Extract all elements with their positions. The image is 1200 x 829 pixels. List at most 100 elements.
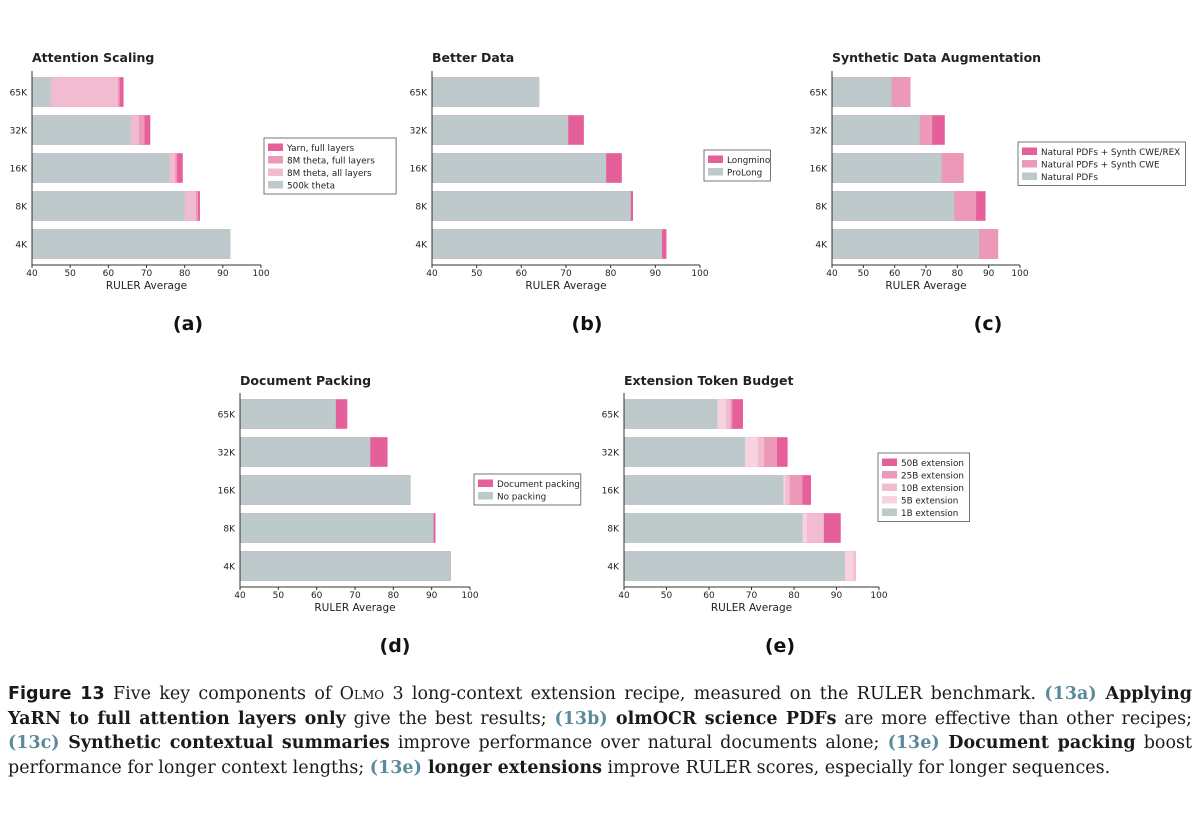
legend-swatch xyxy=(478,492,493,500)
x-tick-label: 100 xyxy=(870,591,887,601)
x-axis-label: RULER Average xyxy=(314,602,395,614)
legend-swatch xyxy=(478,479,493,487)
bar-segment xyxy=(32,191,185,221)
x-tick-label: 90 xyxy=(426,591,438,601)
legend-swatch xyxy=(268,168,283,176)
x-tick-label: 60 xyxy=(889,269,901,279)
x-tick-label: 90 xyxy=(217,269,229,279)
x-tick-label: 50 xyxy=(858,269,870,279)
y-tick-label: 8K xyxy=(607,525,620,535)
panel-label: (d) xyxy=(380,635,411,657)
x-tick-label: 40 xyxy=(826,269,838,279)
x-tick-label: 80 xyxy=(388,591,400,601)
legend-swatch xyxy=(882,483,897,491)
bar-segment xyxy=(624,551,845,581)
chart-legend: Natural PDFs + Synth CWE/REX Natural PDFs… xyxy=(1017,141,1186,186)
legend-box xyxy=(703,149,771,182)
bar-segment xyxy=(432,229,663,259)
y-tick-label: 32K xyxy=(218,449,236,459)
chart-legend: 50B extension 25B extension 10B extension 5… xyxy=(877,452,970,522)
caption-ref-13e-second[interactable]: (13e) xyxy=(369,757,422,778)
y-tick-label: 16K xyxy=(218,487,236,497)
caption-ref-13b[interactable]: (13b) xyxy=(554,708,608,729)
x-tick-label: 50 xyxy=(661,591,673,601)
caption-ref-13a[interactable]: (13a) xyxy=(1044,684,1097,704)
legend-label: 10B extension xyxy=(901,484,964,494)
x-axis-label: RULER Average xyxy=(525,280,606,292)
x-tick-label: 80 xyxy=(788,591,800,601)
x-tick-label: 70 xyxy=(920,269,932,279)
y-tick-label: 16K xyxy=(602,487,620,497)
legend-swatch xyxy=(882,496,897,504)
chart-panel-b: Better Data 65K 32K 16K 8K 4K 40 50 60 70 80 90 100 R… xyxy=(410,50,771,335)
bar-segment xyxy=(240,437,371,467)
x-tick-label: 50 xyxy=(471,269,483,279)
legend-label: 25B extension xyxy=(901,471,964,481)
chart-legend: Yarn, full layers 8M theta, full layers 8M… xyxy=(263,137,397,195)
x-tick-label: 80 xyxy=(605,269,617,279)
chart-title: Document Packing xyxy=(240,373,371,388)
y-tick-label: 65K xyxy=(810,89,828,99)
legend-box xyxy=(263,137,397,195)
y-tick-label: 16K xyxy=(10,165,28,175)
legend-swatch xyxy=(708,168,723,176)
y-tick-label: 32K xyxy=(410,127,428,137)
chart-title: Attention Scaling xyxy=(32,50,154,65)
legend-swatch xyxy=(1022,147,1037,155)
bar-segment xyxy=(432,191,631,221)
y-tick-label: 4K xyxy=(607,563,620,573)
x-tick-label: 100 xyxy=(252,269,269,279)
x-tick-label: 100 xyxy=(691,269,708,279)
bar-segment xyxy=(832,77,892,107)
x-tick-label: 60 xyxy=(516,269,528,279)
bar-segment xyxy=(624,437,746,467)
x-axis-label: RULER Average xyxy=(885,280,966,292)
chart-panel-e: Extension Token Budget 65K 32K 16K 8K 4K 40 50 6… xyxy=(602,373,970,657)
panel-label: (b) xyxy=(572,313,603,335)
caption-ref-13c[interactable]: (13c) xyxy=(8,733,60,753)
y-tick-label: 8K xyxy=(415,203,428,213)
x-tick-label: 50 xyxy=(273,591,285,601)
bar-segment xyxy=(32,153,170,183)
legend-label: ProLong xyxy=(727,168,762,178)
legend-swatch xyxy=(268,143,283,151)
x-axis-label: RULER Average xyxy=(106,280,187,292)
x-tick-label: 60 xyxy=(103,269,115,279)
legend-label: 500k theta xyxy=(287,181,335,191)
y-tick-label: 65K xyxy=(602,411,620,421)
x-tick-label: 70 xyxy=(349,591,361,601)
x-tick-label: 70 xyxy=(560,269,572,279)
x-tick-label: 100 xyxy=(461,591,478,601)
chart-title: Better Data xyxy=(432,50,514,65)
y-tick-label: 8K xyxy=(815,203,828,213)
x-tick-label: 60 xyxy=(311,591,323,601)
legend-swatch xyxy=(1022,160,1037,168)
bar-segment xyxy=(32,77,52,107)
chart-panel-a: Attention Scaling 65K 32K 16K 8K 4K 40 50 60 70 80… xyxy=(10,50,397,335)
y-tick-label: 4K xyxy=(15,241,28,251)
chart-legend: Longmino ProLong xyxy=(703,149,771,182)
y-tick-label: 4K xyxy=(815,241,828,251)
bar-segment xyxy=(832,115,920,145)
bar-segment xyxy=(240,399,336,429)
legend-label: 50B extension xyxy=(901,459,964,469)
caption-ref-13e[interactable]: (13e) xyxy=(887,733,940,753)
chart-legend: Document packing No packing xyxy=(473,473,582,506)
x-tick-label: 80 xyxy=(952,269,964,279)
x-tick-label: 90 xyxy=(831,591,843,601)
legend-swatch xyxy=(882,458,897,466)
y-tick-label: 32K xyxy=(10,127,28,137)
panel-label: (c) xyxy=(974,313,1003,335)
legend-label: Document packing xyxy=(497,480,580,490)
legend-swatch xyxy=(268,156,283,164)
y-tick-label: 65K xyxy=(10,89,28,99)
panel-label: (a) xyxy=(173,313,203,335)
bar-segment xyxy=(624,475,784,505)
legend-swatch xyxy=(1022,172,1037,180)
bar-segment xyxy=(624,513,803,543)
bar-segment xyxy=(32,229,231,259)
x-tick-label: 40 xyxy=(26,269,38,279)
figure-caption: Figure 13 Five key components of Olmo 3 … xyxy=(8,684,1193,778)
legend-label: No packing xyxy=(497,492,546,502)
legend-box xyxy=(1017,141,1186,186)
